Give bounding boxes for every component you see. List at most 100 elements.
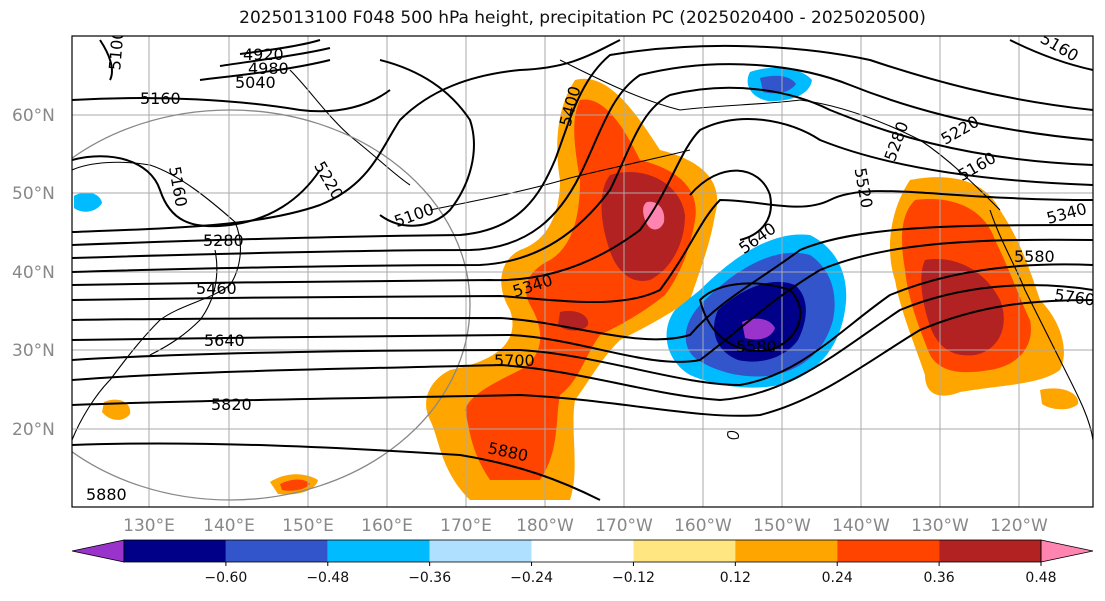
colorbar-outline	[123, 539, 1042, 563]
contour-5880	[72, 442, 601, 501]
contour-5160-b	[72, 89, 391, 113]
colorbar-segment	[225, 540, 328, 562]
lon-label: 130°W	[911, 516, 969, 536]
positive-band-central-core2	[558, 310, 589, 331]
positive-band-central-peak	[643, 201, 665, 230]
contour-label: 5460	[196, 279, 237, 298]
colorbar-segment	[633, 540, 736, 562]
lat-label: 50°N	[12, 184, 55, 204]
contour-5100-b	[99, 39, 113, 81]
contour-label: 5100	[105, 29, 127, 71]
negative-area-alaska-inner	[760, 75, 796, 94]
longitude-labels: 130°E 140°E 150°E 160°E 170°E 180°W 170°…	[123, 516, 1048, 536]
contour-label: 5280	[203, 231, 244, 250]
contour-5400	[72, 86, 1093, 273]
negative-area-central-peak	[742, 318, 775, 340]
map-area: 5100 4920 4980 5040 5160 5160 5220 5100 …	[72, 29, 1093, 507]
contour-label: 5820	[211, 395, 252, 414]
colorbar-segment	[735, 540, 838, 562]
contour-5460	[72, 118, 1093, 286]
contour-5220	[72, 39, 621, 233]
lon-label: 170°E	[440, 516, 492, 536]
contour-5160-ne	[1009, 39, 1093, 71]
colorbar-segment	[939, 540, 1041, 562]
contour-5580	[72, 224, 1093, 341]
lon-label: 140°W	[832, 516, 890, 536]
colorbar-tick-label: 0.24	[822, 570, 853, 586]
lon-label: 170°W	[595, 516, 653, 536]
lat-label: 30°N	[12, 341, 55, 361]
lon-label: 160°E	[361, 516, 413, 536]
map-title: 2025013100 F048 500 hPa height, precipit…	[239, 8, 926, 28]
colorbar-extend-low	[71, 539, 125, 563]
coastline-hawaii	[727, 430, 739, 440]
latitude-labels: 60°N 50°N 40°N 30°N 20°N	[12, 106, 55, 440]
colorbar-segment	[429, 540, 532, 562]
contour-5640	[72, 238, 1093, 363]
coastline-east-asia	[72, 161, 241, 441]
height-contours	[72, 39, 1093, 501]
colorbar-extend-high	[1040, 539, 1094, 563]
reference-circle	[72, 109, 471, 501]
contour-4920	[239, 39, 321, 55]
contour-5820	[72, 299, 1093, 417]
positive-blob-wpac-inner	[280, 479, 310, 491]
colorbar-tick-label: 0.36	[924, 570, 955, 586]
colorbar-segment	[531, 540, 634, 562]
contour-label: 5580	[1014, 247, 1055, 266]
graticule	[72, 36, 1093, 507]
negative-area-wpac-small	[74, 192, 102, 212]
contour-label: 4920	[243, 45, 284, 64]
positive-blob-ws	[102, 399, 131, 420]
colorbar-tick-label: −0.48	[306, 570, 349, 586]
contour-label: 5880	[86, 485, 127, 504]
colorbar-tick-label: 0.12	[720, 570, 751, 586]
colorbar-tick-label: −0.36	[408, 570, 451, 586]
contour-5160-a	[72, 155, 321, 228]
contour-5700	[72, 263, 1093, 387]
map-frame	[71, 35, 1094, 508]
coastline-alaska	[559, 59, 1001, 211]
colorbar-tick-label: −0.60	[204, 570, 247, 586]
colorbar-tick-label: −0.12	[612, 570, 655, 586]
coastline-north-america	[989, 209, 1093, 441]
contour-label: 5160	[140, 89, 181, 108]
positive-area-east-core	[921, 259, 1004, 356]
lon-label: 140°E	[203, 516, 255, 536]
contour-5760	[72, 284, 1093, 402]
contour-label: 5700	[494, 351, 535, 370]
contour-label: 4980	[248, 59, 289, 78]
lon-label: 180°W	[516, 516, 574, 536]
colorbar-segment	[327, 540, 430, 562]
colorbar-segment	[124, 540, 226, 562]
lon-label: 120°W	[990, 516, 1048, 536]
colorbar: −0.60 −0.48 −0.36 −0.24 −0.12 0.12 0.24 0.36 0.4…	[71, 539, 1094, 586]
coastline-kamchatka	[289, 69, 411, 186]
coastline-aleutians	[429, 149, 691, 211]
contour-5100-a	[379, 59, 475, 227]
lon-label: 150°E	[282, 516, 334, 536]
lon-label: 160°W	[674, 516, 732, 536]
contour-label: 5040	[235, 73, 276, 92]
contour-5040	[199, 59, 331, 81]
contour-5580-low	[698, 282, 802, 352]
contour-5280	[72, 44, 1093, 246]
lon-label: 130°E	[123, 516, 175, 536]
contour-5340	[72, 63, 1093, 259]
positive-area-ne-pac	[1040, 388, 1079, 410]
contour-label: 5640	[204, 331, 245, 350]
lon-label: 150°W	[753, 516, 811, 536]
coastlines	[72, 59, 1093, 441]
colorbar-segment	[837, 540, 940, 562]
contour-label: 5580	[736, 337, 777, 356]
colorbar-tick-label: −0.24	[510, 570, 553, 586]
contour-5640-low	[689, 169, 772, 241]
coastline-japan	[149, 249, 218, 356]
contour-4980	[219, 47, 331, 67]
contour-5520	[72, 190, 1093, 304]
colorbar-tick-label: 0.48	[1025, 570, 1056, 586]
lat-label: 60°N	[12, 106, 55, 126]
lat-label: 40°N	[12, 263, 55, 283]
lat-label: 20°N	[12, 420, 55, 440]
